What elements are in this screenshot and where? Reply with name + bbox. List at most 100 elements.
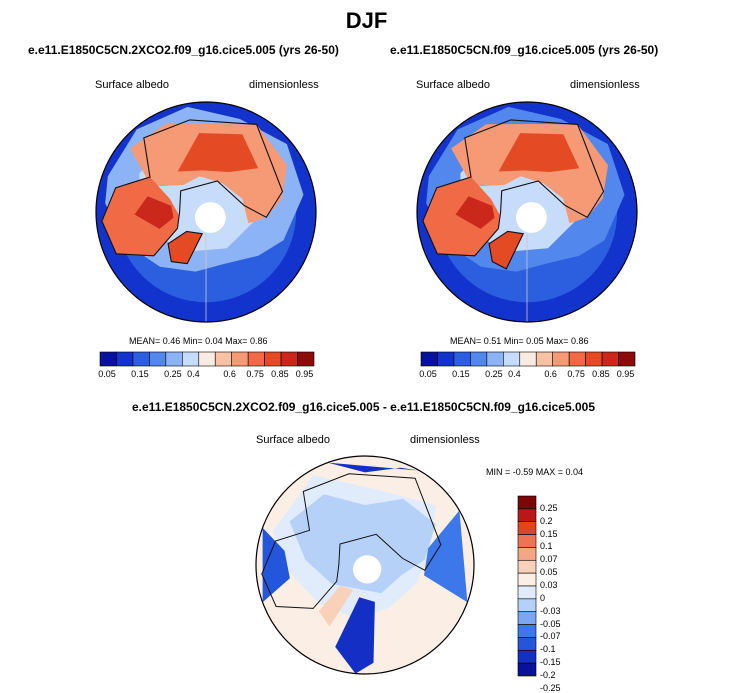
panel1-min-label: Min= <box>182 336 203 346</box>
colorbar-swatch <box>517 508 537 523</box>
colorbar-swatch <box>165 351 183 367</box>
pole-no-data <box>195 202 226 233</box>
colorbar-swatch <box>437 351 455 367</box>
colorbar-tick-label: 0.85 <box>271 369 289 379</box>
panel1-min-value: 0.04 <box>205 336 223 346</box>
colorbar-swatch <box>517 598 537 613</box>
archipelago-high <box>455 196 495 229</box>
colorbar-tick-label: 0.05 <box>419 369 437 379</box>
panel1-polar-map <box>95 101 317 323</box>
colorbar-tick-label: -0.15 <box>540 657 561 668</box>
colorbar-tick-label: -0.03 <box>540 605 561 616</box>
panel3-units-label: dimensionless <box>410 434 480 446</box>
colorbar-swatch <box>116 351 134 367</box>
colorbar-swatch <box>503 351 521 367</box>
colorbar-tick-label: 0.6 <box>544 369 557 379</box>
diff-strong-negative-top <box>327 462 420 473</box>
colorbar-swatch <box>264 351 282 367</box>
colorbar-tick-label: 0.4 <box>508 369 521 379</box>
panel2-title: e.e11.E1850C5CN.f09_g16.cice5.005 (yrs 2… <box>390 43 659 57</box>
colorbar-tick-label: -0.07 <box>540 631 561 642</box>
colorbar-tick-label: 0.95 <box>616 369 635 379</box>
siberia-high <box>177 133 259 172</box>
diff-positive-greenland <box>318 586 354 627</box>
colorbar-tick-label: 0.4 <box>187 369 200 379</box>
colorbar-swatch <box>517 572 537 587</box>
panel2-min-label: Min= <box>503 336 524 346</box>
panel1-variable-label: Surface albedo <box>95 79 169 91</box>
colorbar-swatch <box>517 637 537 651</box>
panel1-colorbar <box>99 351 315 367</box>
greenland-coastline <box>488 230 525 270</box>
colorbar-swatch <box>517 495 537 510</box>
colorbar-tick-label: 0.75 <box>246 369 264 379</box>
colorbar-swatch <box>517 662 537 677</box>
colorbar-swatch <box>517 611 537 625</box>
colorbar-swatch <box>519 351 537 367</box>
panel1-max-value: 0.86 <box>249 336 268 346</box>
colorbar-tick-label: 0.03 <box>540 580 558 590</box>
panel2-mean-label: MEAN= <box>450 336 482 346</box>
diff-negative-left <box>262 527 290 603</box>
colorbar-swatch <box>585 351 603 367</box>
colorbar-tick-label: 0.2 <box>540 515 553 526</box>
colorbar-tick-label: 0.25 <box>540 502 558 513</box>
panel2-max-label: Max= <box>546 336 569 346</box>
panel1-max-label: Max= <box>225 336 248 346</box>
panel2-max-value: 0.86 <box>570 336 589 346</box>
siberia-high <box>498 133 580 172</box>
colorbar-swatch <box>517 559 537 574</box>
coastline <box>261 473 442 609</box>
colorbar-tick-label: 0.1 <box>540 541 553 552</box>
greenland-land <box>489 231 524 269</box>
colorbar-tick-label: -0.25 <box>540 682 561 693</box>
map-field <box>96 102 316 322</box>
colorbar-tick-label: 0.07 <box>540 554 558 565</box>
greenland-coastline <box>167 230 204 265</box>
colorbar-swatch <box>182 351 200 367</box>
panel2-mean-value: 0.51 <box>483 336 502 346</box>
map-border <box>95 101 317 323</box>
map-field <box>417 102 637 322</box>
map-border <box>416 101 638 323</box>
diff-moderate-negative <box>289 494 436 594</box>
panel3-minmax: MIN = -0.59 MAX = 0.04 <box>486 467 584 477</box>
colorbar-swatch <box>453 351 471 367</box>
diff-strong-negative-bottom <box>335 597 375 674</box>
colorbar-swatch <box>601 351 619 367</box>
colorbar-tick-label: 0.15 <box>131 369 149 379</box>
colorbar-swatch <box>297 351 315 367</box>
panel2-colorbar <box>420 351 636 367</box>
colorbar-swatch <box>99 351 117 367</box>
coastline <box>101 119 284 257</box>
diff-negative-right <box>424 510 468 603</box>
colorbar-swatch <box>280 351 298 367</box>
panel3-title: e.e11.E1850C5CN.2XCO2.f09_g16.cice5.005 … <box>132 400 595 414</box>
panel1-mean-value: 0.46 <box>162 336 181 346</box>
panel1-mean-label: MEAN= <box>129 336 161 346</box>
colorbar-swatch <box>517 534 537 548</box>
panel2-variable-label: Surface albedo <box>416 79 490 91</box>
colorbar-tick-label: -0.2 <box>540 670 556 680</box>
colorbar-swatch <box>535 351 553 367</box>
colorbar-tick-label: 0.25 <box>164 369 182 379</box>
panel2-min-value: 0.05 <box>526 336 544 346</box>
colorbar-tick-label: 0.75 <box>567 369 585 379</box>
colorbar-swatch <box>198 351 216 367</box>
colorbar-tick-label: 0.15 <box>540 528 558 539</box>
colorbar-tick-label: 0.05 <box>540 567 558 578</box>
panel1-stats: MEAN= 0.46 Min= 0.04 Max= 0.86 <box>129 336 267 346</box>
colorbar-tick-label: 0 <box>540 592 546 603</box>
colorbar-tick-label: -0.1 <box>540 644 556 655</box>
panel3-colorbar <box>517 495 537 677</box>
colorbar-tick-label: -0.05 <box>540 618 561 629</box>
diff-field <box>256 456 474 674</box>
colorbar-swatch <box>420 351 438 367</box>
pole-no-data <box>516 202 547 233</box>
colorbar-swatch <box>214 351 232 367</box>
colorbar-swatch <box>568 351 586 367</box>
colorbar-swatch <box>517 547 537 561</box>
panel3-variable-label: Surface albedo <box>256 434 330 446</box>
panel2-units-label: dimensionless <box>570 79 640 91</box>
greenland-land <box>168 231 203 264</box>
